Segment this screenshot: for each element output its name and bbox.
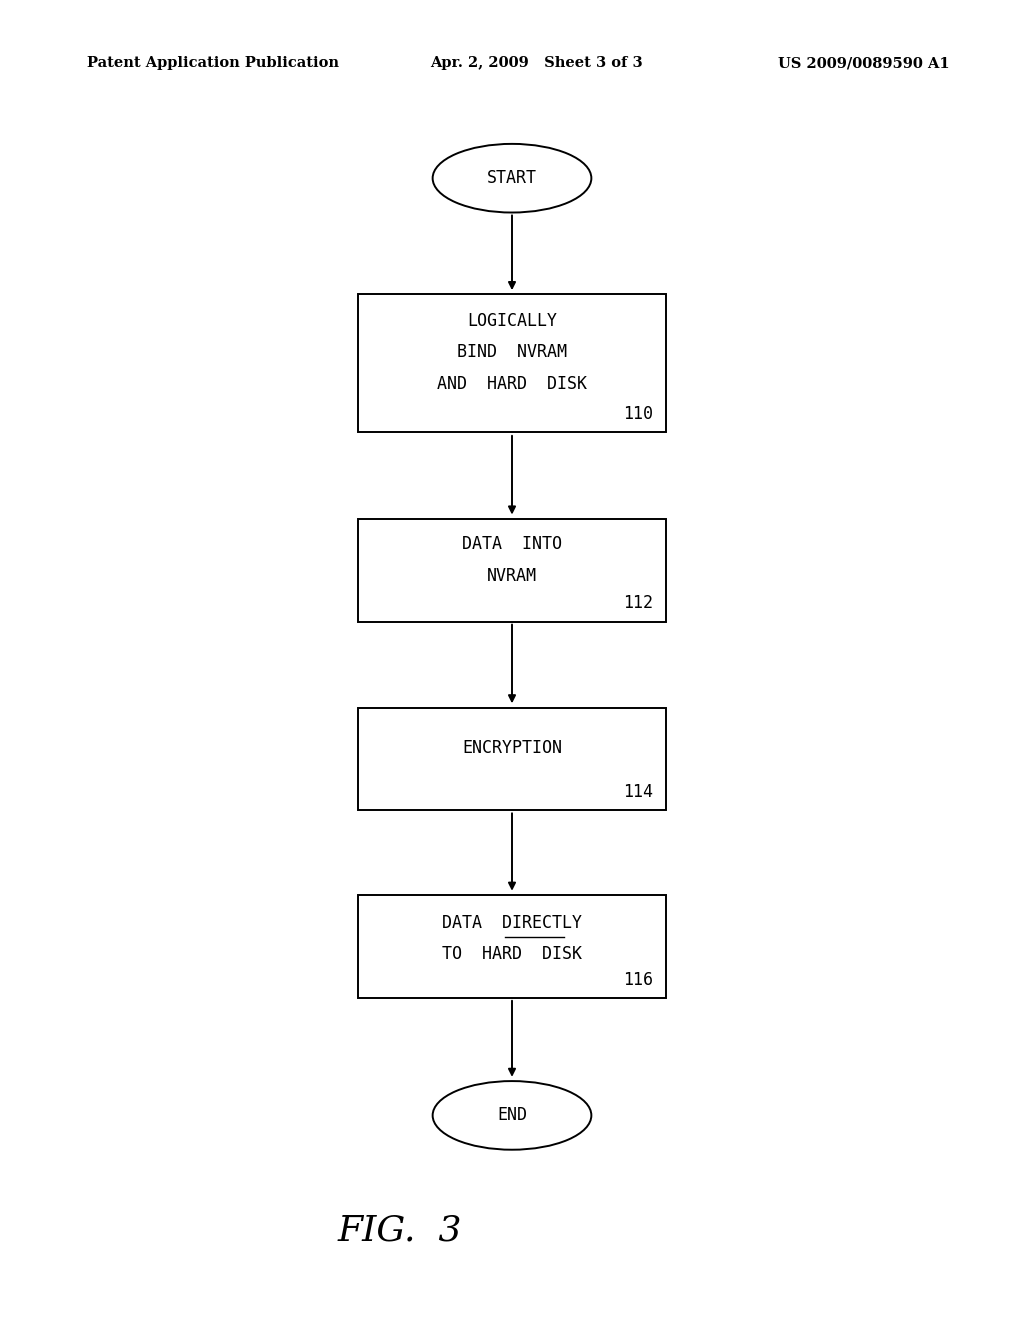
Text: 110: 110	[624, 405, 653, 422]
Text: Patent Application Publication: Patent Application Publication	[87, 57, 339, 70]
Bar	[358, 708, 666, 810]
Text: FIG.  3: FIG. 3	[338, 1213, 463, 1247]
Text: TO  HARD  DISK: TO HARD DISK	[442, 945, 582, 964]
Text: END: END	[497, 1106, 527, 1125]
Text: BIND  NVRAM: BIND NVRAM	[457, 343, 567, 362]
Text: 116: 116	[624, 970, 653, 989]
Text: US 2009/0089590 A1: US 2009/0089590 A1	[778, 57, 950, 70]
Text: 112: 112	[624, 594, 653, 612]
Bar	[358, 519, 666, 622]
Bar	[358, 294, 666, 433]
Text: DATA  DIRECTLY: DATA DIRECTLY	[442, 913, 582, 932]
Text: DATA  INTO: DATA INTO	[462, 535, 562, 553]
Text: NVRAM: NVRAM	[487, 566, 537, 585]
Text: 114: 114	[624, 783, 653, 801]
Text: Apr. 2, 2009   Sheet 3 of 3: Apr. 2, 2009 Sheet 3 of 3	[430, 57, 643, 70]
Text: LOGICALLY: LOGICALLY	[467, 312, 557, 330]
Text: START: START	[487, 169, 537, 187]
Bar	[358, 895, 666, 998]
Text: ENCRYPTION: ENCRYPTION	[462, 739, 562, 758]
Text: AND  HARD  DISK: AND HARD DISK	[437, 375, 587, 393]
